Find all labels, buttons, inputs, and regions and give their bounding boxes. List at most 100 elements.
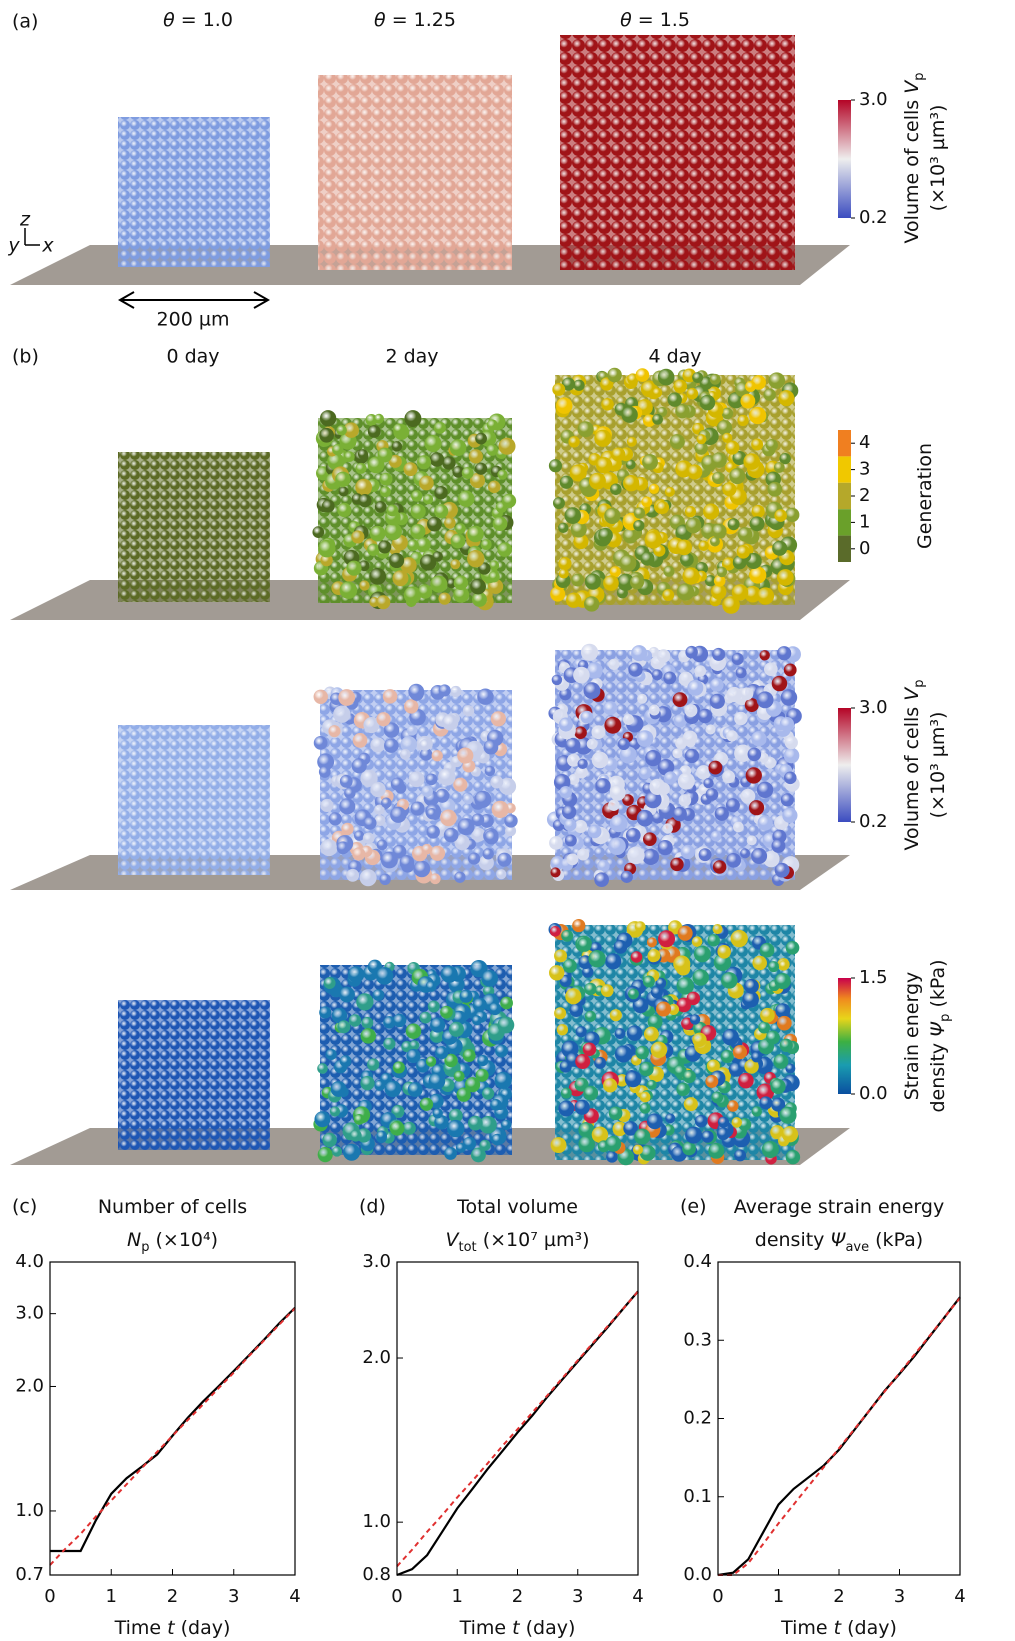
cell [410,524,425,539]
cell [389,553,404,568]
cell [769,372,786,389]
column-title: 0 day [166,346,219,368]
cell [442,456,455,469]
text-segment: density [927,1037,949,1113]
cell [740,848,750,858]
cell [652,669,663,680]
cell [584,682,601,699]
cell [619,555,636,572]
cell [637,730,654,747]
cell [694,665,706,677]
cell [473,998,487,1012]
x-tick-label: 2 [833,1586,844,1607]
colorbar-tick-label: 1.5 [859,967,888,988]
cell [766,1030,780,1044]
cell [463,1137,476,1150]
cell [490,1099,502,1111]
x-tick-label: 1 [106,1586,117,1607]
cell [318,540,335,557]
y-tick-label: 2.0 [362,1347,391,1368]
cell [393,1014,406,1027]
cell [738,527,752,541]
x-tick-label: 0 [391,1586,402,1607]
cell [488,571,499,582]
cell [713,924,723,934]
cell [340,1055,352,1067]
cell [750,516,765,531]
cell [475,433,487,445]
cell [664,771,677,784]
cell [440,810,457,827]
cell [563,959,577,973]
colorbar-tick-label: 0 [859,538,870,559]
cell [317,1063,328,1074]
cell [558,557,571,570]
cell [486,444,498,456]
cell [340,581,358,599]
cell [549,459,562,472]
cell [772,676,788,692]
column-title: θ = 1.5 [620,9,690,31]
cell [468,853,480,865]
cell [411,504,426,519]
cell [451,534,466,549]
cell [772,541,787,556]
cell [685,704,698,717]
cell [698,541,708,551]
cell [627,847,645,865]
cell [562,805,576,819]
cell [780,1039,793,1052]
cell [314,736,328,750]
cell [474,791,491,808]
cell [330,1106,340,1116]
cell [627,437,637,447]
cell [338,689,355,706]
cell [780,717,794,731]
chart-title: Total volume [456,1196,578,1218]
plot-frame [50,1262,295,1575]
cell [726,853,741,868]
cell [656,1001,671,1016]
cell [717,567,727,577]
cell [460,990,473,1003]
y-tick-label: 0.4 [683,1251,712,1272]
cell [559,786,572,799]
cell [370,737,385,752]
panel-label: (e) [680,1196,707,1218]
cell [722,482,736,496]
cell [591,725,605,739]
cell [592,752,609,769]
cell [552,383,565,396]
cell [690,1014,700,1024]
cell [481,970,498,987]
cell [635,921,646,932]
cell [346,869,359,882]
cell [433,1108,443,1118]
cell [749,407,766,424]
cell [498,1017,515,1034]
cell [609,1106,623,1120]
axis-triad-label: y [7,235,20,257]
cell [575,1100,590,1115]
cell [353,733,368,748]
cell [747,835,757,845]
cell [560,476,573,489]
cell [496,869,506,879]
cell [355,463,366,474]
cell [678,926,693,941]
cell [631,951,643,963]
cell [665,487,675,497]
cell [677,583,694,600]
text-segment: N [127,1229,141,1251]
cell [649,779,665,795]
cell [608,837,625,854]
cell [574,726,587,739]
cell [500,997,513,1010]
cell [332,1146,342,1156]
cell [349,1014,361,1026]
cell [581,644,598,661]
cell [320,410,336,426]
scale-bar-label: 200 µm [157,309,230,331]
axis-triad-label: x [41,235,54,257]
cell [603,701,617,715]
